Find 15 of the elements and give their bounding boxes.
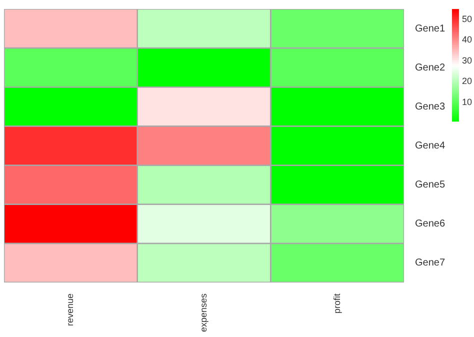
y-tick-label: Gene2	[414, 62, 446, 74]
x-tick-label: revenue	[65, 293, 76, 326]
y-tick-label: Gene4	[414, 140, 446, 152]
color-bar-label: 10	[462, 96, 472, 107]
y-tick-label: Gene7	[414, 258, 446, 269]
y-tick-label: Gene3	[414, 101, 446, 112]
y-tick-label: Gene5	[414, 180, 446, 191]
color-bar-label: 20	[462, 76, 472, 86]
x-tick-label: expenses	[198, 292, 208, 332]
y-tick-label: Gene1	[414, 23, 446, 34]
color-bar-label: 30	[462, 55, 472, 66]
color-bar-label: 50	[462, 14, 472, 24]
y-tick-label: Gene6	[414, 218, 446, 230]
color-bar-label: 40	[462, 34, 472, 45]
x-tick-label: profit	[332, 292, 342, 314]
